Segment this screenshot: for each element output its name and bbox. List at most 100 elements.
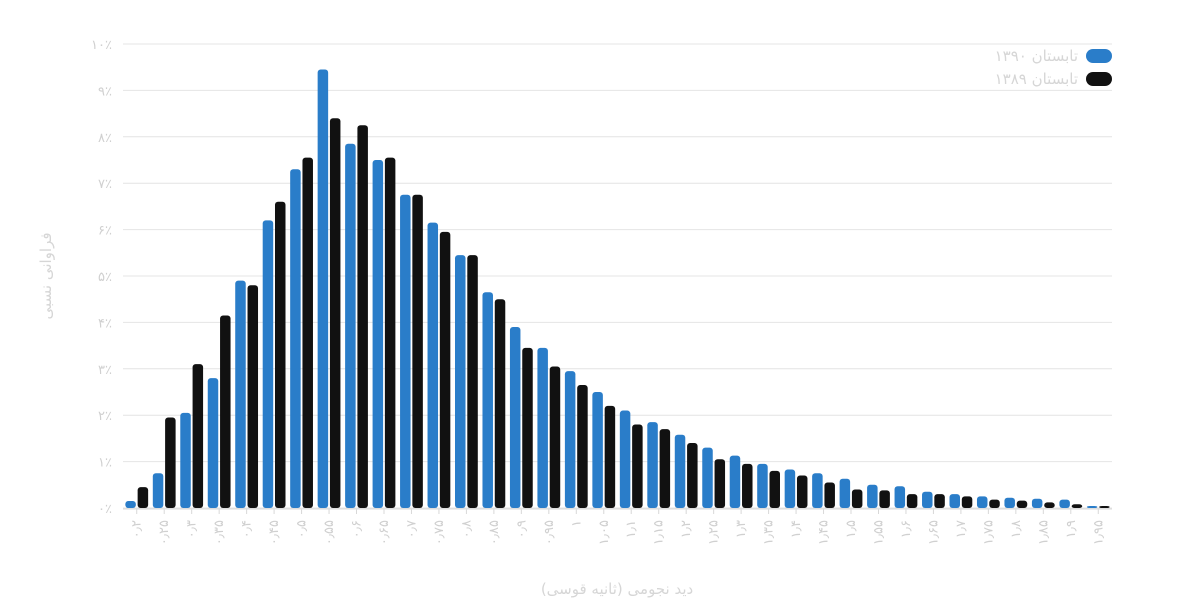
y-tick-label: ۱٪	[98, 456, 112, 471]
bar-1390	[235, 280, 246, 508]
x-tick-label: ۱٫۴	[789, 520, 804, 538]
x-tick-label: ۱٫۷۵	[981, 520, 996, 545]
y-tick-label: ۱۰٪	[91, 38, 112, 53]
x-tick-label: ۰٫۸۵	[487, 520, 502, 545]
bar-1389	[989, 499, 1000, 508]
bar-1389	[1016, 500, 1028, 508]
x-tick-label: ۰٫۹۵	[542, 520, 557, 545]
bar-1390	[564, 371, 576, 508]
bar-1390	[317, 69, 329, 509]
x-axis-label: دید نجومی (ثانیه قوسی)	[540, 580, 694, 598]
bar-1389	[467, 255, 478, 508]
x-tick-label: ۰٫۵۵	[322, 520, 337, 545]
x-tick-label: ۰٫۷	[404, 520, 419, 538]
x-tick-label: ۱٫۹۵	[1091, 520, 1106, 545]
y-tick-label: ۷٪	[98, 177, 112, 192]
bar-1390	[757, 463, 768, 508]
bar-1389	[247, 285, 259, 508]
x-tick-label: ۱٫۹	[1064, 520, 1079, 538]
bar-1389	[549, 366, 561, 508]
x-tick-label: ۱	[569, 520, 584, 527]
x-tick-label: ۰٫۷۵	[432, 520, 447, 545]
bar-1390	[894, 486, 906, 508]
y-tick-label: ۸٪	[98, 131, 112, 146]
y-tick-label: ۵٪	[98, 270, 112, 285]
bar-1390	[482, 292, 493, 508]
bar-1389	[1044, 502, 1055, 508]
bar-1390	[922, 491, 933, 508]
bar-1389	[192, 364, 204, 508]
legend-swatch-1389	[1086, 71, 1112, 86]
bar-1390	[674, 434, 686, 508]
bar-1389	[357, 125, 368, 508]
x-tick-label: ۱٫۷	[954, 520, 969, 538]
bar-1389	[632, 424, 643, 508]
bar-1390	[619, 410, 631, 508]
bar-1389	[439, 231, 451, 509]
x-tick-label: ۰٫۸	[459, 520, 474, 538]
bar-1389	[274, 201, 286, 508]
bar-1389	[687, 443, 698, 508]
bar-1389	[1071, 504, 1083, 508]
bar-1390	[1004, 497, 1015, 508]
x-tick-label: ۱٫۳	[734, 520, 749, 538]
bar-1390	[647, 422, 658, 508]
x-tick-label: ۰٫۳۵	[212, 520, 227, 545]
bar-1389	[577, 385, 588, 508]
y-tick-label: ۶٪	[98, 224, 112, 239]
y-axis-label: فراوانی نسبی	[37, 232, 55, 320]
legend-item-1390[interactable]: تابستان ۱۳۹۰	[995, 44, 1112, 67]
bar-1389	[934, 494, 945, 508]
x-tick-label: ۰٫۳	[185, 520, 200, 538]
x-tick-label: ۰٫۵	[295, 520, 310, 538]
bar-1389	[329, 118, 341, 509]
bar-1390	[152, 473, 164, 508]
bar-1389	[522, 347, 533, 508]
bar-1389	[742, 463, 753, 508]
y-tick-label: ۴٪	[98, 316, 112, 331]
bar-1390	[345, 143, 356, 508]
x-tick-label: ۱٫۵	[844, 520, 859, 538]
bar-1390	[592, 392, 603, 508]
bar-1390	[290, 169, 301, 508]
legend-item-1389[interactable]: تابستان ۱۳۸۹	[995, 67, 1112, 90]
bar-1390	[455, 255, 466, 508]
x-tick-label: ۰٫۶	[350, 520, 365, 538]
bar-1389	[137, 487, 149, 508]
bar-1390	[537, 347, 548, 508]
bar-1389	[796, 475, 808, 508]
bar-1389	[494, 299, 506, 508]
y-tick-label: ۲٪	[98, 409, 112, 424]
bar-1389	[824, 482, 835, 508]
legend-label-1390: تابستان ۱۳۹۰	[994, 46, 1078, 65]
bar-1390	[702, 447, 713, 508]
bar-1390	[400, 194, 411, 509]
bar-1390	[812, 473, 823, 508]
bar-1390	[839, 478, 851, 508]
x-tick-label: ۰٫۴	[240, 520, 255, 538]
x-tick-label: ۱٫۱۵	[652, 520, 667, 545]
x-tick-label: ۱٫۰۵	[597, 520, 612, 545]
legend-swatch-1390	[1086, 48, 1112, 63]
bar-1390	[207, 378, 219, 508]
bar-1390	[125, 501, 136, 508]
bar-1390	[976, 496, 988, 508]
x-tick-label: ۱٫۵۵	[871, 520, 886, 545]
bar-1390	[372, 160, 384, 508]
y-tick-label: ۰٪	[98, 502, 112, 517]
bar-1390	[949, 494, 961, 508]
bar-1390	[509, 327, 521, 508]
bar-1389	[769, 470, 780, 508]
x-tick-label: ۰٫۴۵	[267, 520, 282, 545]
x-tick-label: ۱٫۸۵	[1036, 520, 1051, 545]
bar-1390	[867, 484, 878, 508]
legend: تابستان ۱۳۹۰ تابستان ۱۳۸۹	[995, 44, 1112, 90]
bar-1390	[262, 220, 274, 508]
x-tick-label: ۰٫۶۵	[377, 520, 392, 545]
y-tick-label: ۳٪	[98, 363, 112, 378]
bar-1389	[714, 459, 726, 508]
x-tick-label: ۱٫۲	[679, 520, 694, 538]
bar-1389	[879, 490, 890, 508]
bar-1389	[906, 494, 918, 508]
